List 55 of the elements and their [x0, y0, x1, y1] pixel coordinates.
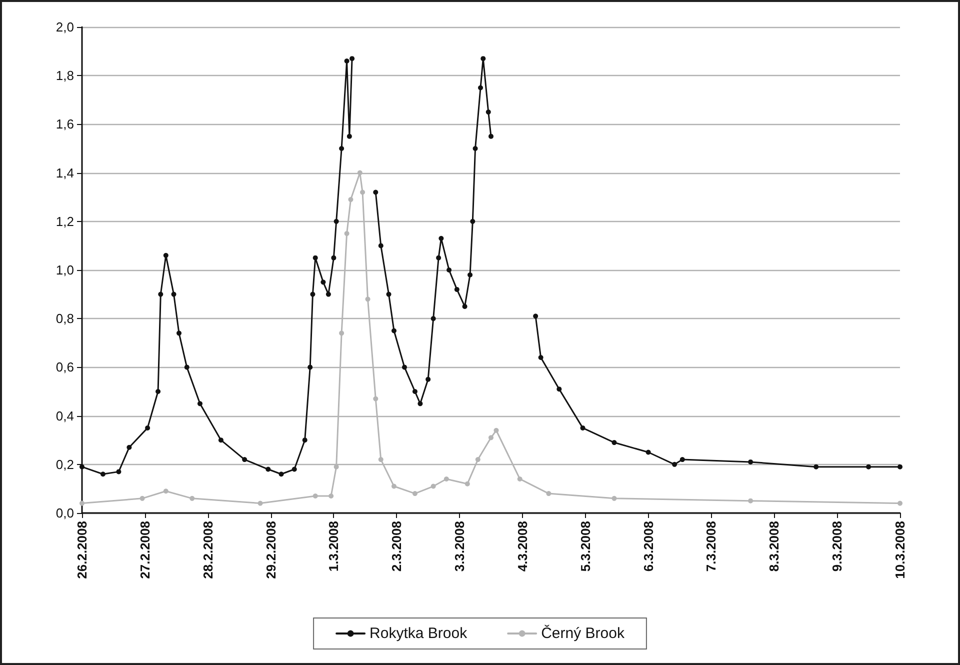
x-tick-label: 26.2.2008 [74, 521, 90, 579]
point [464, 481, 470, 486]
y-tick-label: 1,6 [56, 116, 74, 132]
x-tick-label: 10.3.2008 [892, 521, 908, 579]
legend-label: Černý Brook [541, 624, 625, 642]
point [373, 396, 378, 402]
x-tick-label: 8.3.2008 [766, 521, 782, 572]
point [80, 500, 84, 506]
x-tick-label: 28.2.2008 [200, 521, 216, 579]
point [444, 476, 449, 482]
point [748, 498, 754, 504]
point [517, 476, 522, 482]
point [898, 500, 902, 506]
point [258, 500, 263, 506]
x-tick-label: 27.2.2008 [137, 521, 152, 579]
point [328, 493, 334, 498]
point [475, 457, 480, 462]
point [163, 488, 168, 494]
x-tick-label: 6.3.2008 [640, 521, 656, 572]
y-tick-label: 0,8 [56, 311, 74, 326]
point [378, 457, 384, 462]
x-tick-label: 4.3.2008 [514, 521, 530, 572]
point [140, 496, 145, 501]
x-tick-label: 29.2.2008 [263, 521, 278, 579]
y-tick-label: 1,2 [56, 214, 74, 229]
point [360, 190, 366, 195]
y-tick-label: 0,6 [56, 360, 74, 375]
y-tick-label: 2,0 [56, 20, 74, 34]
y-tick-label: 0,2 [56, 456, 74, 472]
y-tick-label: 1,4 [56, 165, 74, 180]
x-tick-label: 7.3.2008 [704, 521, 719, 572]
y-tick-label: 0,0 [56, 506, 74, 520]
point [494, 428, 499, 433]
point [339, 330, 344, 336]
point [612, 496, 617, 501]
point [190, 496, 195, 501]
point [365, 296, 370, 302]
x-tick-label: 9.3.2008 [830, 521, 845, 572]
x-tick-label: 2.3.2008 [389, 521, 404, 572]
x-tick-label: 5.3.2008 [578, 521, 593, 572]
point [488, 435, 494, 440]
point [348, 197, 354, 202]
point [430, 484, 436, 489]
x-tick-label: 3.3.2008 [452, 521, 468, 572]
point [357, 170, 362, 176]
y-tick-label: 0,4 [56, 408, 74, 424]
x-tick-label: 1.3.2008 [326, 521, 342, 572]
y-tick-label: 1,0 [56, 262, 74, 278]
legend-label: Rokytka Brook [370, 625, 468, 642]
point [312, 493, 318, 498]
y-tick-label: 1,8 [56, 68, 74, 84]
point [392, 484, 396, 489]
point [344, 231, 350, 236]
point [546, 491, 552, 496]
point [412, 491, 418, 496]
